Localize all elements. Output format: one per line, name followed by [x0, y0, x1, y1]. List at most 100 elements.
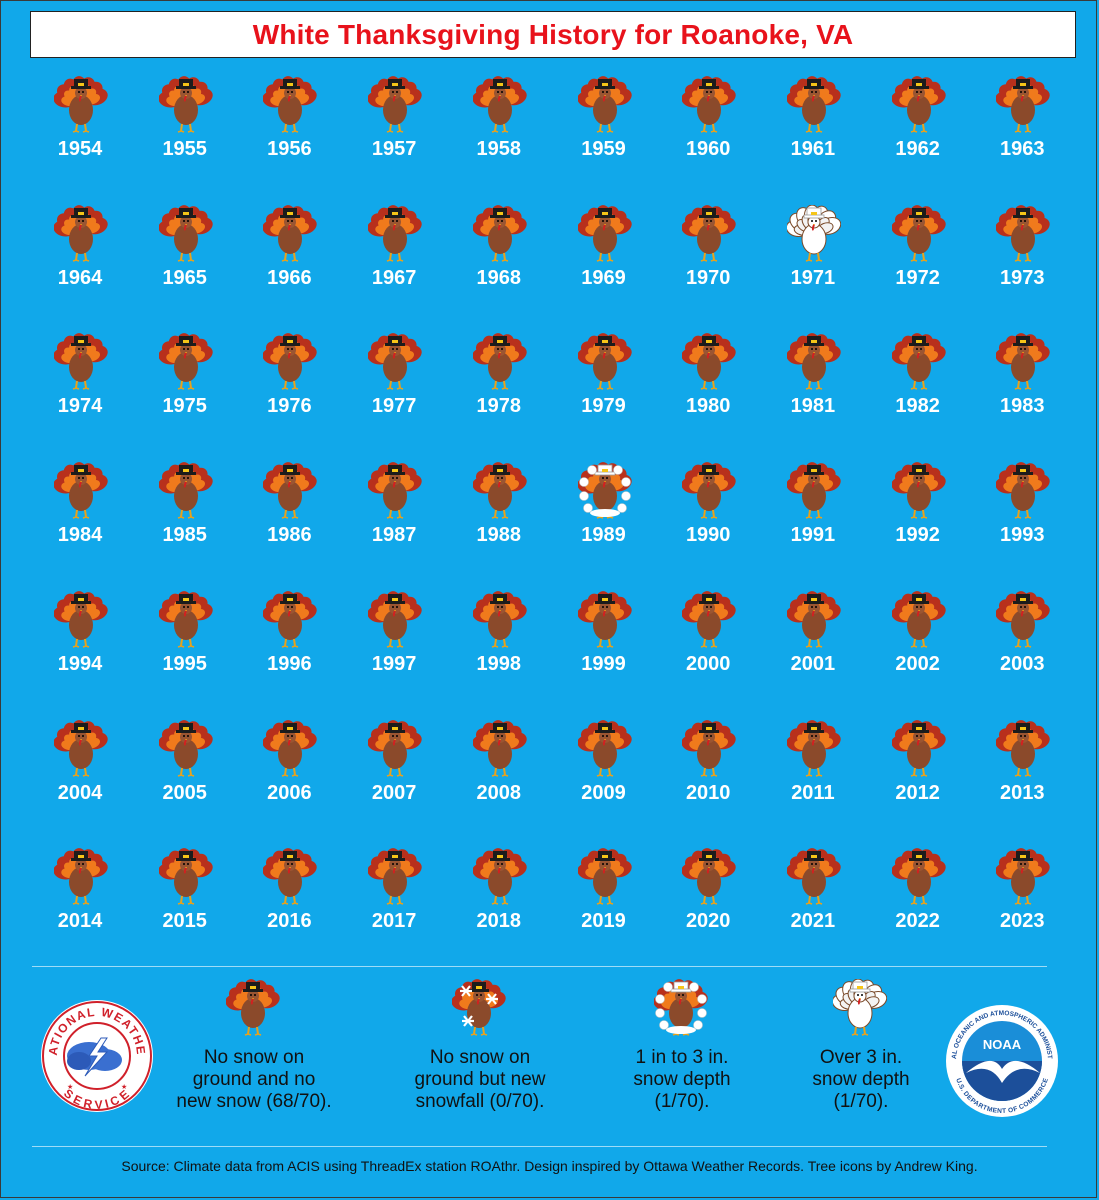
turkey-icon-none: [368, 848, 422, 905]
turkey-icon-none: [472, 204, 527, 262]
year-label: 1994: [57, 652, 103, 675]
turkey-icon-none: [786, 462, 841, 519]
turkey-icon-none: [263, 719, 318, 777]
year-cell-1965: 1965: [133, 204, 237, 325]
year-cell-1977: 1977: [342, 333, 446, 453]
year-label: 2012: [895, 781, 940, 804]
chart-title: White Thanksgiving History for Roanoke, …: [252, 18, 854, 50]
turkey-icon-none: [158, 76, 213, 133]
year-label: 2009: [581, 781, 626, 804]
year-cell-1962: 1962: [866, 76, 970, 196]
year-cell-2012: 2012: [866, 719, 970, 840]
turkey-icon-none: [996, 333, 1050, 391]
year-label: 2013: [1000, 781, 1045, 804]
turkey-icon-none: [472, 848, 527, 905]
year-cell-1989: 1989: [552, 462, 656, 582]
year-cell-1974: 1974: [28, 333, 132, 453]
year-label: 2006: [267, 781, 312, 804]
year-cell-1983: 1983: [970, 333, 1074, 453]
year-label: 2003: [1000, 652, 1045, 675]
turkey-icon-none: [786, 590, 841, 648]
year-cell-2018: 2018: [447, 848, 551, 968]
year-cell-2007: 2007: [342, 719, 446, 840]
turkey-icon-none: [158, 848, 213, 905]
turkey-icon-none: [263, 590, 318, 648]
turkey-icon-none: [682, 333, 736, 391]
year-cell-1987: 1987: [342, 462, 446, 582]
year-cell-2020: 2020: [656, 848, 760, 968]
year-label: 1996: [267, 652, 312, 675]
noaa-logo: NATIONAL OCEANIC AND ATMOSPHERIC ADMINIS…: [944, 1003, 1058, 1117]
legend-label: 1 in to 3 in. snow depth (1/70).: [633, 1047, 731, 1112]
turkey-icon-none: [891, 333, 946, 391]
year-cell-1991: 1991: [761, 462, 865, 582]
year-label: 1963: [1000, 138, 1045, 160]
year-cell-1971: 1971: [761, 204, 865, 325]
year-cell-1981: 1981: [761, 333, 865, 453]
year-label: 1969: [581, 266, 626, 289]
turkey-icon-none: [996, 76, 1050, 133]
noaa-bird-icon: [966, 1060, 1040, 1083]
year-label: 1979: [581, 395, 626, 418]
year-cell-1969: 1969: [552, 204, 656, 325]
year-label: 1976: [267, 395, 312, 418]
turkey-icon-none: [368, 462, 422, 519]
year-cell-1985: 1985: [133, 462, 237, 582]
turkey-icon-none: [996, 590, 1050, 648]
year-label: 2011: [791, 781, 835, 804]
year-label: 1990: [685, 524, 731, 547]
year-cell-2008: 2008: [447, 719, 551, 840]
turkey-icon-none: [54, 590, 108, 648]
year-label: 1959: [581, 138, 626, 160]
legend-label: No snow on ground but new snowfall (0/70…: [414, 1047, 546, 1112]
year-label: 1974: [57, 395, 103, 418]
year-label: 1973: [1000, 266, 1045, 289]
year-label: 1993: [1000, 524, 1045, 547]
year-label: 2022: [895, 910, 940, 933]
year-cell-1984: 1984: [28, 462, 132, 582]
year-label: 1956: [267, 138, 312, 160]
turkey-icon-none: [368, 590, 422, 648]
year-cell-1996: 1996: [237, 590, 341, 711]
year-cell-1993: 1993: [970, 462, 1074, 582]
year-label: 1975: [162, 395, 207, 418]
year-label: 2023: [1000, 910, 1045, 933]
year-cell-2001: 2001: [761, 590, 865, 711]
turkey-icon-none: [368, 204, 422, 262]
year-cell-1958: 1958: [447, 76, 551, 196]
lightning-bolt-icon: [84, 1037, 109, 1077]
year-cell-2013: 2013: [970, 719, 1074, 840]
year-label: 2004: [57, 781, 103, 804]
legend-item-depth-1-3: 1 in to 3 in. snow depth (1/70).: [582, 979, 782, 1119]
turkey-icon-none: [472, 76, 527, 133]
turkey-icon-none: [158, 462, 213, 519]
turkey-icon-none: [891, 76, 946, 133]
svg-text:★: ★: [67, 1083, 73, 1091]
year-cell-1998: 1998: [447, 590, 551, 711]
year-cell-1992: 1992: [866, 462, 970, 582]
year-cell-2006: 2006: [237, 719, 341, 840]
turkey-icon-none: [891, 848, 946, 905]
year-cell-2004: 2004: [28, 719, 132, 840]
legend-item-none: No snow on ground and no new snow (68/70…: [154, 979, 354, 1119]
year-cell-2019: 2019: [552, 848, 656, 968]
year-cell-1961: 1961: [761, 76, 865, 196]
turkey-icon-none: [368, 719, 422, 777]
year-label: 1968: [476, 266, 522, 289]
legend-item-depth-over-3: Over 3 in. snow depth (1/70).: [761, 979, 961, 1119]
year-cell-1956: 1956: [237, 76, 341, 196]
year-cell-1999: 1999: [552, 590, 656, 711]
year-cell-1997: 1997: [342, 590, 446, 711]
year-label: 1964: [57, 266, 103, 289]
year-label: 1991: [790, 524, 836, 547]
turkey-icon-none: [472, 333, 527, 391]
year-cell-1995: 1995: [133, 590, 237, 711]
year-label: 1978: [476, 395, 522, 418]
year-cell-1968: 1968: [447, 204, 551, 325]
turkey-icon-none: [577, 848, 632, 905]
year-label: 1983: [1000, 395, 1045, 418]
year-label: 2019: [581, 910, 626, 933]
year-cell-1967: 1967: [342, 204, 446, 325]
turkey-icon-none: [577, 719, 632, 777]
year-cell-2016: 2016: [237, 848, 341, 968]
